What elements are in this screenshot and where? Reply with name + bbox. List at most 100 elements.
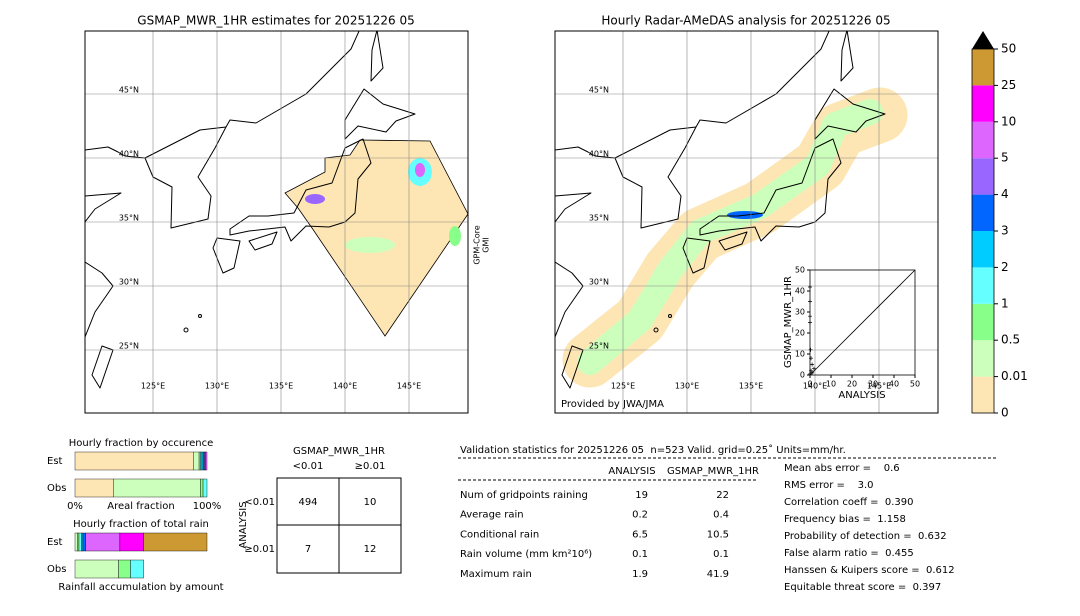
bar-segment <box>74 478 114 498</box>
column-header: ≥0.01 <box>355 461 386 472</box>
inset-background <box>776 262 936 402</box>
lat-label: 35°N <box>119 214 139 223</box>
colorbar-extend <box>972 31 994 49</box>
right-map <box>555 31 936 402</box>
colorbar-segment <box>972 49 994 86</box>
lon-label: 145°E <box>867 382 891 391</box>
colorbar-label: 0 <box>1001 406 1009 420</box>
colorbar-segment <box>972 194 994 231</box>
y-tick-label: 0 <box>800 371 805 380</box>
score: Correlation coeff = 0.390 <box>784 497 914 508</box>
x-tick-label: 30 <box>868 380 878 389</box>
x-axis-label: ANALYSIS <box>838 390 885 401</box>
colorbar-label: 1 <box>1001 296 1009 310</box>
row-label: Est <box>47 456 63 467</box>
stat-value: 0.2 <box>632 510 648 521</box>
row-header: <0.01 <box>244 497 275 508</box>
lon-label: 145°E <box>397 382 421 391</box>
colorbar-label: 4 <box>1001 187 1009 201</box>
row-label: Obs <box>47 483 66 494</box>
score: Probability of detection = 0.632 <box>784 531 947 542</box>
side-label: GMI <box>482 237 491 252</box>
bar-segment <box>74 532 78 552</box>
lon-label: 125°E <box>611 382 635 391</box>
lat-label: 40°N <box>119 150 139 159</box>
left-map <box>85 31 468 389</box>
stat-value: 10.5 <box>707 529 729 540</box>
stat-value: 0.1 <box>713 549 729 560</box>
bar-segment <box>200 478 204 498</box>
x-tick-label: 40 <box>889 380 899 389</box>
scatter-point <box>808 299 812 304</box>
score: Mean abs error = 0.6 <box>784 463 900 474</box>
total-rain-footer: Rainfall accumulation by amount <box>58 582 223 593</box>
scatter-point <box>808 285 812 290</box>
lon-label: 130°E <box>675 382 699 391</box>
bar-segment <box>202 478 208 498</box>
colorbar-segment <box>972 376 994 413</box>
lon-label: 125°E <box>141 382 165 391</box>
bar-segment <box>119 532 144 552</box>
scatter-point <box>808 347 813 352</box>
colorbar-segment <box>972 85 994 122</box>
stat-name: Rain volume (mm km²10⁶) <box>460 549 592 560</box>
colorbar-label: 0.01 <box>1001 369 1028 383</box>
rain-area <box>415 163 425 177</box>
lat-label: 45°N <box>589 86 609 95</box>
cell: 7 <box>305 544 311 555</box>
stat-value: 0.1 <box>632 549 648 560</box>
scatter-point <box>808 320 812 325</box>
colorbar-segment <box>972 267 994 304</box>
bar-segment <box>118 559 131 579</box>
scatter-point <box>809 368 814 373</box>
x-tick-label: 10 <box>826 380 836 389</box>
y-tick-label: 30 <box>795 308 805 317</box>
score: Equitable threat score = 0.397 <box>784 582 941 593</box>
diagonal <box>809 269 916 376</box>
stat-name: Conditional rain <box>460 529 539 540</box>
bar-segment <box>78 532 82 552</box>
x-tick-label: 0% <box>67 501 83 512</box>
total-rain-title: Hourly fraction of total rain <box>73 519 209 530</box>
lon-label: 130°E <box>205 382 229 391</box>
stats-header: Validation statistics for 20251226 05 n=… <box>460 444 846 456</box>
bar-segment <box>74 559 119 579</box>
lat-label: 30°N <box>119 278 139 287</box>
colorbar-segment <box>972 340 994 377</box>
rain-area <box>305 194 325 204</box>
row-header: ≥0.01 <box>244 544 275 555</box>
y-axis-label: GSMAP_MWR_1HR <box>783 276 794 368</box>
cell: 12 <box>364 544 377 555</box>
lat-label: 40°N <box>589 150 609 159</box>
score: RMS error = 3.0 <box>784 480 874 491</box>
rain-area <box>345 237 395 253</box>
colorbar-segment <box>972 303 994 341</box>
scatter-point <box>810 362 815 367</box>
rain-area <box>577 99 883 375</box>
scatter-point <box>808 371 812 376</box>
y-tick-label: 20 <box>795 329 805 338</box>
stat-name: Average rain <box>460 510 524 521</box>
colorbar-label: 5 <box>1001 151 1009 165</box>
x-tick-label: 50 <box>910 380 920 389</box>
bar-segment <box>130 559 144 579</box>
bar-segment <box>82 532 86 552</box>
scatter-point <box>809 356 814 361</box>
side-label: GPM-Core <box>473 225 482 264</box>
bar-segment <box>143 532 208 552</box>
stat-value: 19 <box>635 490 648 501</box>
contingency-title: GSMAP_MWR_1HR <box>293 446 385 457</box>
lon-label: 140°E <box>803 382 827 391</box>
colorbar-label: 2 <box>1001 260 1009 274</box>
stat-value: 6.5 <box>632 529 648 540</box>
map-title: Hourly Radar-AMeDAS analysis for 2025122… <box>601 14 890 28</box>
rain-area <box>449 226 461 246</box>
bar-segment <box>113 478 201 498</box>
lon-label: 135°E <box>739 382 763 391</box>
lat-label: 35°N <box>589 214 609 223</box>
colorbar-label: 0.5 <box>1001 333 1020 347</box>
stat-name: Num of gridpoints raining <box>460 490 588 501</box>
colorbar-label: 3 <box>1001 224 1009 238</box>
